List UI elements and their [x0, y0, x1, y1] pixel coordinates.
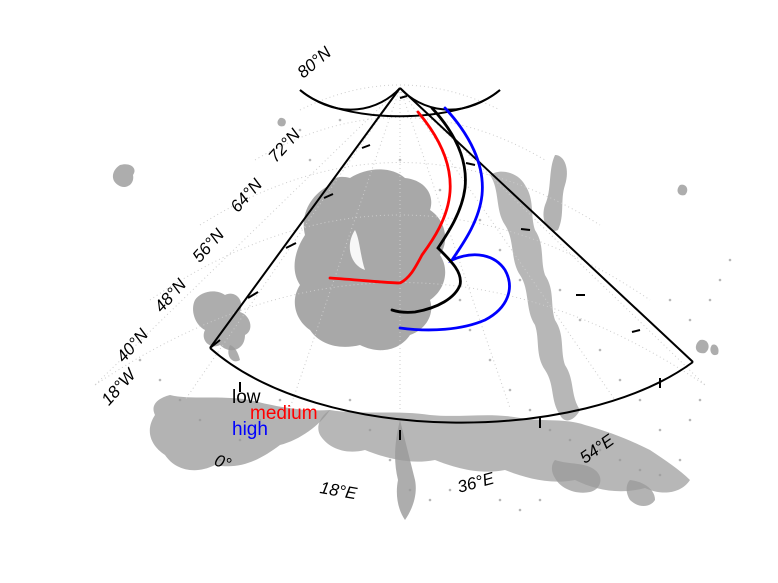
map-container: 40°N 48°N 56°N 64°N 72°N 80°N 18°W 0° 18… [0, 0, 778, 583]
map-svg [0, 0, 778, 583]
legend-item-high: high [232, 420, 268, 439]
graticule-layer [95, 85, 705, 412]
land-layer [113, 118, 731, 520]
